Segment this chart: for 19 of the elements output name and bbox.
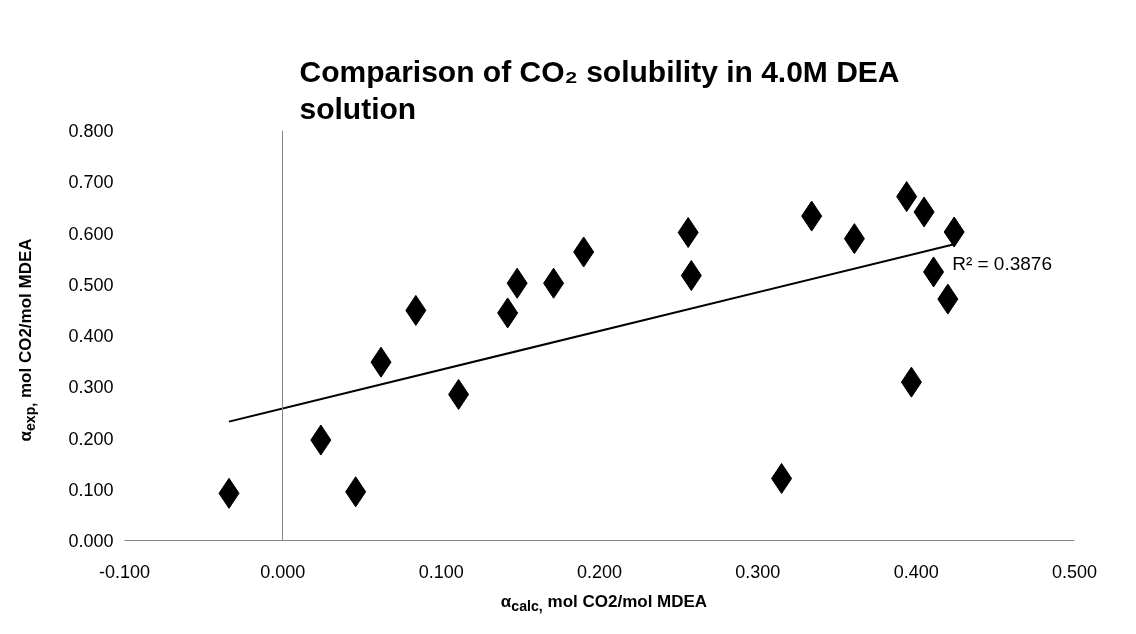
annotation: R² = 0.3876 [952,253,1052,275]
y-tick-label: 0.700 [68,172,114,193]
x-tick-label: 0.400 [893,561,939,582]
y-tick-label: 0.000 [68,531,114,551]
y-tick-label: 0.400 [68,326,114,346]
x-tick-label: -0.100 [98,561,151,582]
x-tick-label: 0.300 [735,561,781,582]
x-tick-label: 0.200 [576,561,623,582]
y-tick-label: 0.300 [68,377,114,398]
x-axis-title: α$_{calc,}$ mol CO2/mol MDEA [499,591,709,617]
chart-title: Comparison of CO₂ solubility in 4.0M DEA solution [299,54,900,126]
y-tick-label: 0.600 [68,223,114,244]
y-tick-label: 0.100 [68,479,114,500]
y-tick-label: 0.800 [68,121,114,141]
x-tick-label: 0.000 [260,561,306,582]
x-tick-label: 0.500 [1051,561,1098,582]
y-tick-label: 0.200 [68,428,114,449]
x-tick-label: 0.100 [418,561,464,582]
y-tick-label: 0.500 [68,274,114,295]
